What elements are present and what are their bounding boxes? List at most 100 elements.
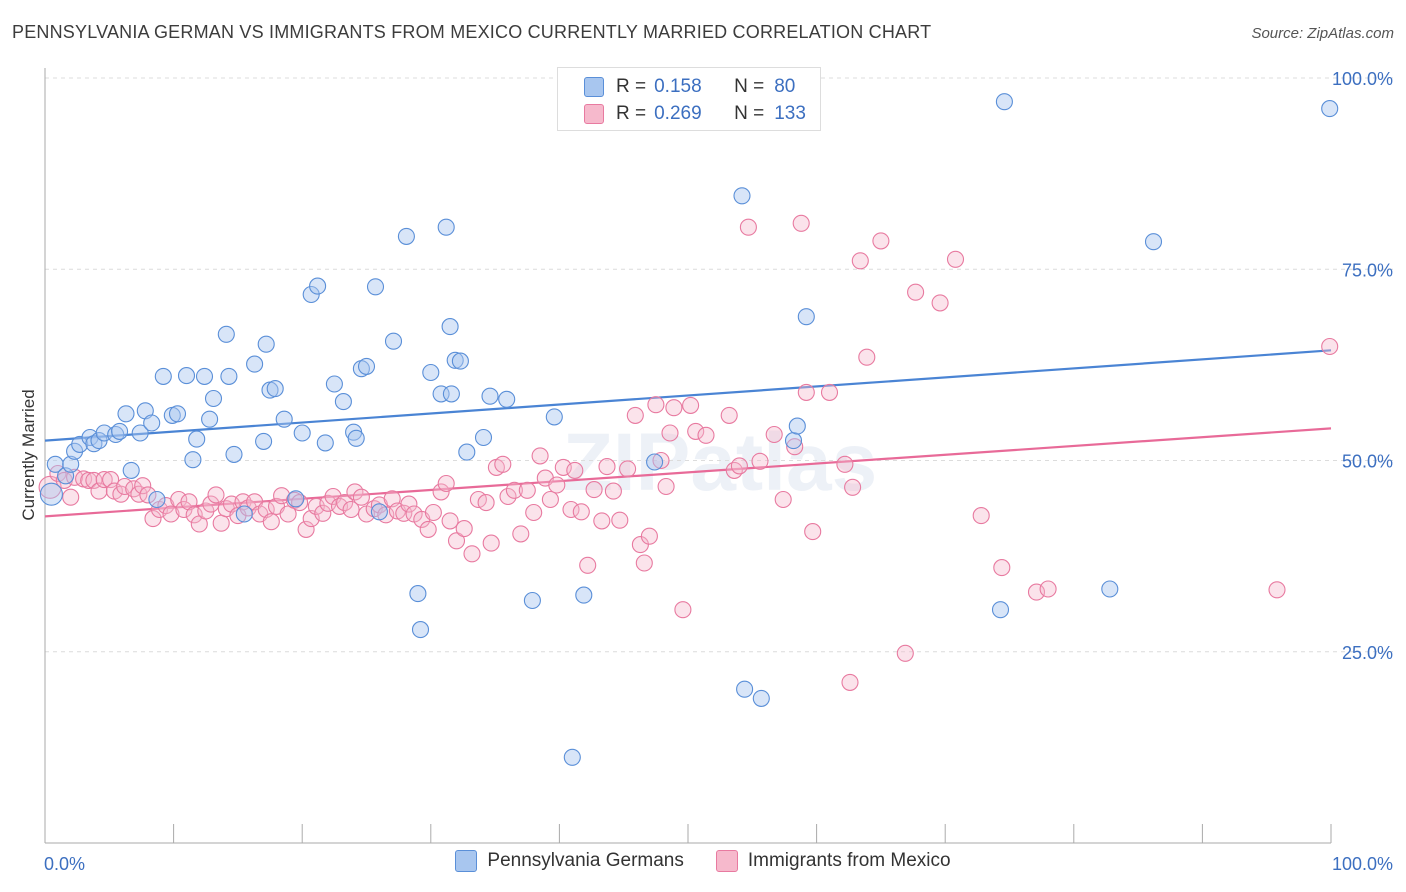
point-immigrants-from-mexico [774,490,792,509]
point-pennsylvania-germans [1101,580,1119,598]
point-pennsylvania-germans [168,405,187,423]
scatter-points [38,93,1339,766]
point-pennsylvania-germans [384,332,403,350]
point-immigrants-from-mexico [279,505,297,523]
point-pennsylvania-germans [266,380,284,398]
legend-label: Pennsylvania Germans [487,850,684,871]
legend-row-pink: R = 0.269 N = 133 [584,101,806,127]
point-pennsylvania-germans [46,455,64,473]
point-pennsylvania-germans [646,453,664,471]
point-immigrants-from-mexico [548,476,566,494]
point-pennsylvania-germans [441,318,459,336]
point-pennsylvania-germans [498,390,516,408]
point-pennsylvania-germans [451,352,469,370]
point-immigrants-from-mexico [907,283,925,301]
point-pennsylvania-germans [991,601,1010,619]
point-pennsylvania-germans [184,451,202,469]
point-pennsylvania-germans [255,432,273,450]
series-legend: Pennsylvania Germans Immigrants from Mex… [0,850,1406,872]
point-immigrants-from-mexico [841,673,859,691]
point-immigrants-from-mexico [352,488,370,506]
point-immigrants-from-mexico [400,495,418,513]
point-pennsylvania-germans [366,278,385,296]
point-pennsylvania-germans [458,443,476,461]
point-immigrants-from-mexico [130,485,148,503]
point-pennsylvania-germans [246,355,264,373]
point-immigrants-from-mexico [604,482,622,500]
point-pennsylvania-germans [257,335,275,353]
legend-item-pennsylvania-germans[interactable]: Pennsylvania Germans [455,850,684,872]
point-pennsylvania-germans [220,367,238,385]
legend-item-immigrants-from-mexico[interactable]: Immigrants from Mexico [715,850,951,872]
legend-swatch-pink [584,104,604,124]
point-pennsylvania-germans [432,385,450,403]
legend-swatch-pink [715,850,738,872]
point-immigrants-from-mexico [687,422,705,440]
point-pennsylvania-germans [422,363,440,382]
point-pennsylvania-germans [736,680,754,698]
point-pennsylvania-germans [733,187,751,205]
source-label: Source: ZipAtlas.com [1251,25,1394,42]
point-immigrants-from-mexico [858,348,876,366]
point-immigrants-from-mexico [1321,337,1339,356]
point-pennsylvania-germans [217,325,235,343]
point-pennsylvania-germans [62,455,80,473]
legend-n-value: 80 [774,76,796,97]
point-pennsylvania-germans [788,417,806,435]
point-pennsylvania-germans [201,410,219,428]
legend-n-value: 133 [774,103,806,124]
point-immigrants-from-mexico [931,294,949,312]
point-immigrants-from-mexico [447,532,466,550]
point-pennsylvania-germans [154,367,172,385]
point-immigrants-from-mexico [424,503,442,522]
point-immigrants-from-mexico [134,477,152,495]
point-immigrants-from-mexico [993,559,1011,577]
y-tick-label: 100.0% [1332,69,1393,89]
point-immigrants-from-mexico [946,250,965,268]
point-pennsylvania-germans [293,424,311,442]
point-immigrants-from-mexico [765,425,783,444]
point-pennsylvania-germans [370,503,388,521]
point-pennsylvania-germans [117,405,135,423]
point-pennsylvania-germans [316,434,334,452]
point-immigrants-from-mexico [441,512,459,530]
point-pennsylvania-germans [752,689,770,707]
trend-line-pink [44,427,1332,518]
legend-n-label: N = [734,103,765,124]
point-immigrants-from-mexico [112,485,130,503]
point-pennsylvania-germans [85,435,103,453]
point-immigrants-from-mexico [170,490,188,509]
point-pennsylvania-germans [122,461,140,479]
legend-row-blue: R = 0.158 N = 80 [584,74,795,100]
point-pennsylvania-germans [111,422,129,440]
point-immigrants-from-mexico [572,503,590,521]
point-immigrants-from-mexico [611,511,629,529]
point-immigrants-from-mexico [562,500,580,519]
point-pennsylvania-germans [409,585,427,603]
point-pennsylvania-germans [411,621,430,639]
point-immigrants-from-mexico [896,644,914,662]
point-immigrants-from-mexico [598,458,616,476]
point-pennsylvania-germans [325,375,343,393]
point-immigrants-from-mexico [262,513,280,531]
legend-r-label: R = [616,103,647,124]
trend-lines [44,349,1332,518]
point-pennsylvania-germans [188,430,206,448]
point-immigrants-from-mexico [797,383,815,401]
point-immigrants-from-mexico [619,460,637,478]
point-immigrants-from-mexico [820,383,839,401]
point-immigrants-from-mexico [531,447,549,465]
point-immigrants-from-mexico [162,505,180,523]
point-immigrants-from-mexico [792,214,810,232]
point-immigrants-from-mexico [640,527,658,545]
point-pennsylvania-germans [397,227,415,245]
trend-line-blue [44,349,1332,442]
x-tick-label: 0.0% [44,854,85,874]
point-immigrants-from-mexico [661,424,679,442]
point-pennsylvania-germans [71,435,89,453]
point-pennsylvania-germans [204,389,223,408]
point-pennsylvania-germans [334,393,352,411]
point-pennsylvania-germans [131,424,149,442]
point-immigrants-from-mexico [212,514,230,532]
axes [44,68,1332,844]
